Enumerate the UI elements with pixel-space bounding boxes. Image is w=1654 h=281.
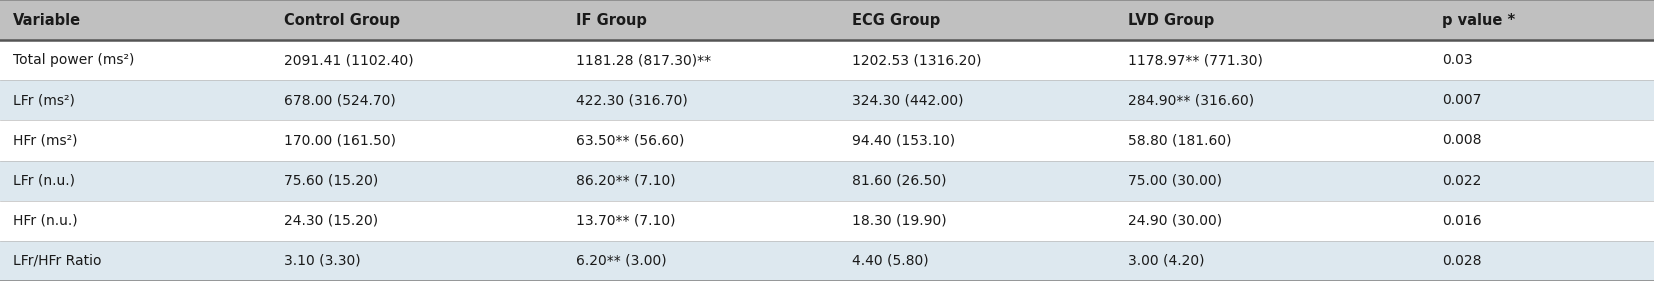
Text: 0.028: 0.028	[1442, 254, 1482, 268]
Bar	[0, 0, 1654, 40]
Text: LFr/HFr Ratio: LFr/HFr Ratio	[13, 254, 103, 268]
Text: LFr (ms²): LFr (ms²)	[13, 93, 74, 107]
Text: 0.03: 0.03	[1442, 53, 1474, 67]
Text: LFr (n.u.): LFr (n.u.)	[13, 174, 74, 188]
Text: ECG Group: ECG Group	[852, 13, 939, 28]
Text: HFr (n.u.): HFr (n.u.)	[13, 214, 78, 228]
Bar	[0, 241, 1654, 281]
Text: 24.90 (30.00): 24.90 (30.00)	[1128, 214, 1222, 228]
Text: 75.60 (15.20): 75.60 (15.20)	[284, 174, 379, 188]
Text: 0.022: 0.022	[1442, 174, 1482, 188]
Text: 18.30 (19.90): 18.30 (19.90)	[852, 214, 946, 228]
Text: 2091.41 (1102.40): 2091.41 (1102.40)	[284, 53, 414, 67]
Bar	[0, 201, 1654, 241]
Text: 6.20** (3.00): 6.20** (3.00)	[576, 254, 667, 268]
Text: 0.007: 0.007	[1442, 93, 1482, 107]
Text: LVD Group: LVD Group	[1128, 13, 1214, 28]
Text: 678.00 (524.70): 678.00 (524.70)	[284, 93, 397, 107]
Bar	[0, 80, 1654, 121]
Text: Control Group: Control Group	[284, 13, 400, 28]
Text: 1178.97** (771.30): 1178.97** (771.30)	[1128, 53, 1264, 67]
Bar	[0, 40, 1654, 80]
Text: 170.00 (161.50): 170.00 (161.50)	[284, 133, 397, 148]
Text: 13.70** (7.10): 13.70** (7.10)	[576, 214, 675, 228]
Text: p value *: p value *	[1442, 13, 1515, 28]
Text: 24.30 (15.20): 24.30 (15.20)	[284, 214, 379, 228]
Text: 422.30 (316.70): 422.30 (316.70)	[576, 93, 688, 107]
Text: IF Group: IF Group	[576, 13, 647, 28]
Text: 324.30 (442.00): 324.30 (442.00)	[852, 93, 963, 107]
Text: 81.60 (26.50): 81.60 (26.50)	[852, 174, 946, 188]
Text: Variable: Variable	[13, 13, 81, 28]
Text: HFr (ms²): HFr (ms²)	[13, 133, 78, 148]
Text: 58.80 (181.60): 58.80 (181.60)	[1128, 133, 1232, 148]
Text: Total power (ms²): Total power (ms²)	[13, 53, 134, 67]
Text: 1181.28 (817.30)**: 1181.28 (817.30)**	[576, 53, 711, 67]
Text: 63.50** (56.60): 63.50** (56.60)	[576, 133, 685, 148]
Text: 4.40 (5.80): 4.40 (5.80)	[852, 254, 928, 268]
Text: 75.00 (30.00): 75.00 (30.00)	[1128, 174, 1222, 188]
Bar	[0, 160, 1654, 201]
Text: 94.40 (153.10): 94.40 (153.10)	[852, 133, 954, 148]
Bar	[0, 121, 1654, 160]
Text: 1202.53 (1316.20): 1202.53 (1316.20)	[852, 53, 981, 67]
Text: 0.008: 0.008	[1442, 133, 1482, 148]
Text: 3.10 (3.30): 3.10 (3.30)	[284, 254, 361, 268]
Text: 3.00 (4.20): 3.00 (4.20)	[1128, 254, 1204, 268]
Text: 86.20** (7.10): 86.20** (7.10)	[576, 174, 675, 188]
Text: 0.016: 0.016	[1442, 214, 1482, 228]
Text: 284.90** (316.60): 284.90** (316.60)	[1128, 93, 1254, 107]
